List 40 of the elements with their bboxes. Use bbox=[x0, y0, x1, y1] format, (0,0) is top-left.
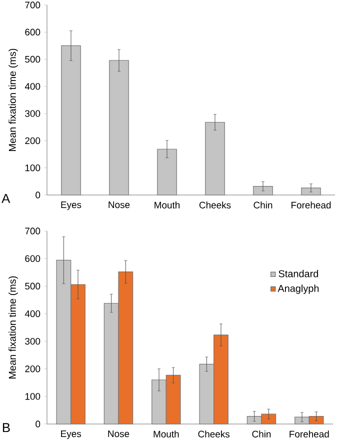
y-tick-label: 200 bbox=[25, 137, 40, 144]
x-tick-label: Eyes bbox=[61, 202, 82, 210]
y-tick-label: 500 bbox=[25, 56, 40, 63]
bar bbox=[205, 122, 225, 196]
bar bbox=[109, 60, 129, 196]
x-tick-label: Nose bbox=[108, 202, 130, 208]
x-tick-label: Cheeks bbox=[199, 202, 231, 208]
legend-label: Anaglyph bbox=[278, 284, 319, 294]
x-tick-label: Cheeks bbox=[198, 430, 230, 438]
y-tick-label: 400 bbox=[24, 83, 40, 90]
bar bbox=[253, 186, 273, 196]
y-tick-label: 600 bbox=[25, 255, 40, 262]
y-tick-label: 400 bbox=[24, 310, 40, 318]
x-tick-label: Forehead bbox=[290, 430, 329, 438]
x-tick-label: Chin bbox=[254, 202, 272, 208]
text: B bbox=[2, 423, 10, 432]
y-tick-label: 100 bbox=[25, 164, 40, 172]
bar bbox=[157, 148, 177, 196]
y-tick-label: 500 bbox=[25, 282, 40, 290]
x-tick-label: Chin bbox=[252, 430, 271, 438]
x-tick-label: Nose bbox=[108, 430, 130, 438]
y-tick-label: 0 bbox=[36, 420, 40, 428]
bar bbox=[61, 45, 81, 196]
y-tick-label: 0 bbox=[36, 192, 40, 198]
y-tick-label: 700 bbox=[25, 228, 40, 234]
text: A bbox=[2, 194, 10, 203]
x-tick-label: Eyes bbox=[61, 430, 82, 439]
y-axis-title: Mean fixation time (ms) bbox=[8, 48, 18, 151]
y-tick-label: 300 bbox=[25, 338, 40, 345]
y-tick-label: 600 bbox=[25, 28, 40, 36]
y-tick-label: 200 bbox=[25, 366, 40, 372]
legend-label: Standard bbox=[278, 270, 318, 278]
x-tick-label: Mouth bbox=[154, 202, 180, 208]
y-tick-label: 100 bbox=[25, 393, 40, 400]
y-tick-label: 300 bbox=[25, 110, 40, 117]
bar bbox=[301, 188, 321, 196]
x-tick-label: Forehead bbox=[292, 202, 331, 208]
y-tick-label: 700 bbox=[25, 2, 40, 8]
y-axis-title: Mean fixation time (ms) bbox=[8, 276, 18, 378]
x-tick-label: Mouth bbox=[154, 430, 179, 438]
